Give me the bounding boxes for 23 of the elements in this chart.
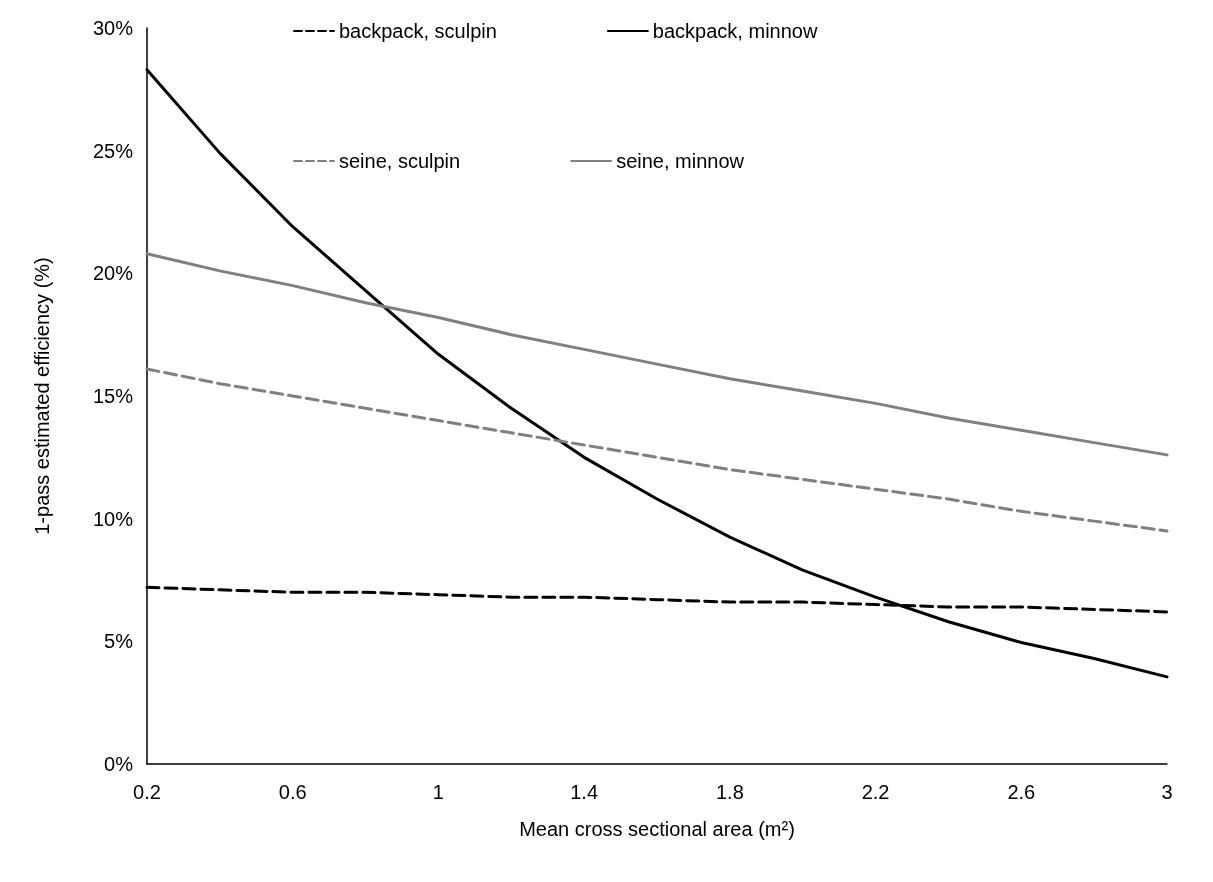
y-tick-label: 10% — [92, 507, 134, 530]
legend-label: backpack, sculpin — [339, 20, 497, 42]
y-tick-label: 25% — [92, 139, 134, 162]
y-tick-label: 20% — [92, 262, 134, 285]
legend-label: backpack, minnow — [652, 20, 818, 42]
x-tick-label: 0.6 — [278, 781, 307, 803]
x-tick-label: 1.4 — [570, 781, 599, 803]
y-tick-label: 5% — [104, 630, 134, 653]
legend-label: seine, minnow — [616, 150, 745, 172]
y-tick-label: 0% — [104, 753, 134, 775]
y-axis-title: 1-pass estimated efficiency (%) — [31, 257, 53, 535]
x-tick-label: 3 — [1161, 781, 1173, 803]
legend-label: seine, sculpin — [339, 150, 461, 172]
x-tick-label: 0.2 — [133, 781, 161, 803]
x-tick-label: 1.8 — [715, 781, 744, 803]
x-tick-label: 1 — [432, 781, 444, 803]
y-tick-label: 15% — [92, 385, 134, 407]
line-series — [145, 367, 1169, 533]
x-tick-label: 2.6 — [1007, 781, 1036, 803]
x-tick-label: 2.2 — [861, 781, 890, 803]
x-axis-title: Mean cross sectional area (m²) — [519, 818, 795, 840]
y-tick-label: 30% — [92, 17, 134, 39]
line-series — [145, 252, 1169, 457]
